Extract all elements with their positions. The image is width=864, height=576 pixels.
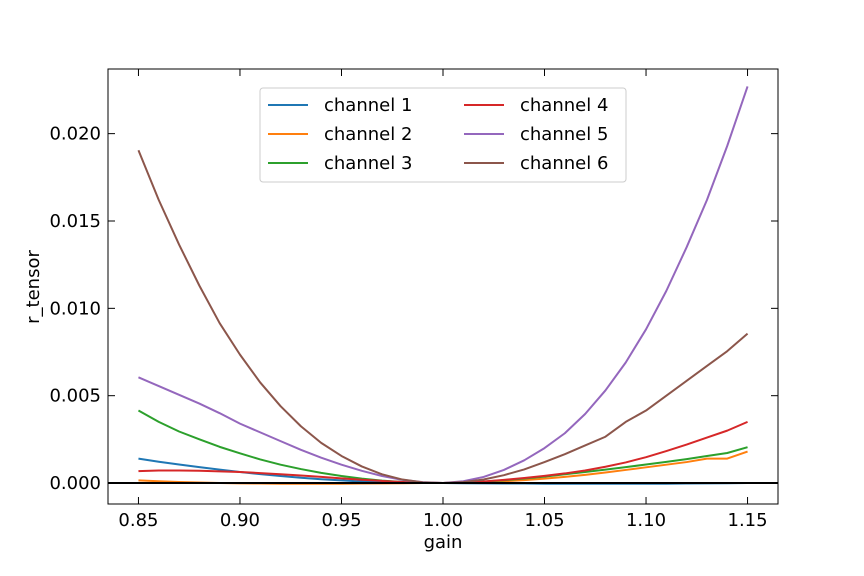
x-axis-label: gain — [424, 532, 463, 553]
x-tick-label: 1.15 — [728, 510, 768, 531]
legend-label-3: channel 3 — [324, 153, 412, 174]
y-axis-label: r_tensor — [23, 250, 44, 324]
legend-label-4: channel 4 — [520, 95, 608, 116]
x-tick-label: 0.85 — [118, 510, 158, 531]
y-tick-label: 0.010 — [49, 298, 101, 319]
y-tick-label: 0.015 — [49, 211, 101, 232]
y-tick-label: 0.020 — [49, 124, 101, 145]
y-axis: 0.000 0.005 0.010 0.015 0.020 — [49, 124, 778, 494]
legend: channel 1 channel 2 channel 3 channel 4 chan… — [259, 87, 627, 183]
x-tick-label: 0.95 — [321, 510, 361, 531]
legend-box — [259, 87, 627, 183]
x-tick-label: 1.05 — [524, 510, 564, 531]
x-tick-label: 0.90 — [220, 510, 260, 531]
legend-label-6: channel 6 — [520, 153, 608, 174]
y-tick-label: 0.005 — [49, 386, 101, 407]
x-tick-label: 1.00 — [423, 510, 463, 531]
legend-label-5: channel 5 — [520, 124, 608, 145]
x-tick-label: 1.10 — [626, 510, 666, 531]
legend-label-1: channel 1 — [324, 95, 412, 116]
y-tick-label: 0.000 — [49, 473, 101, 494]
legend-label-2: channel 2 — [324, 124, 412, 145]
x-axis: 0.85 0.90 0.95 1.00 1.05 1.10 1.15 — [118, 69, 768, 531]
